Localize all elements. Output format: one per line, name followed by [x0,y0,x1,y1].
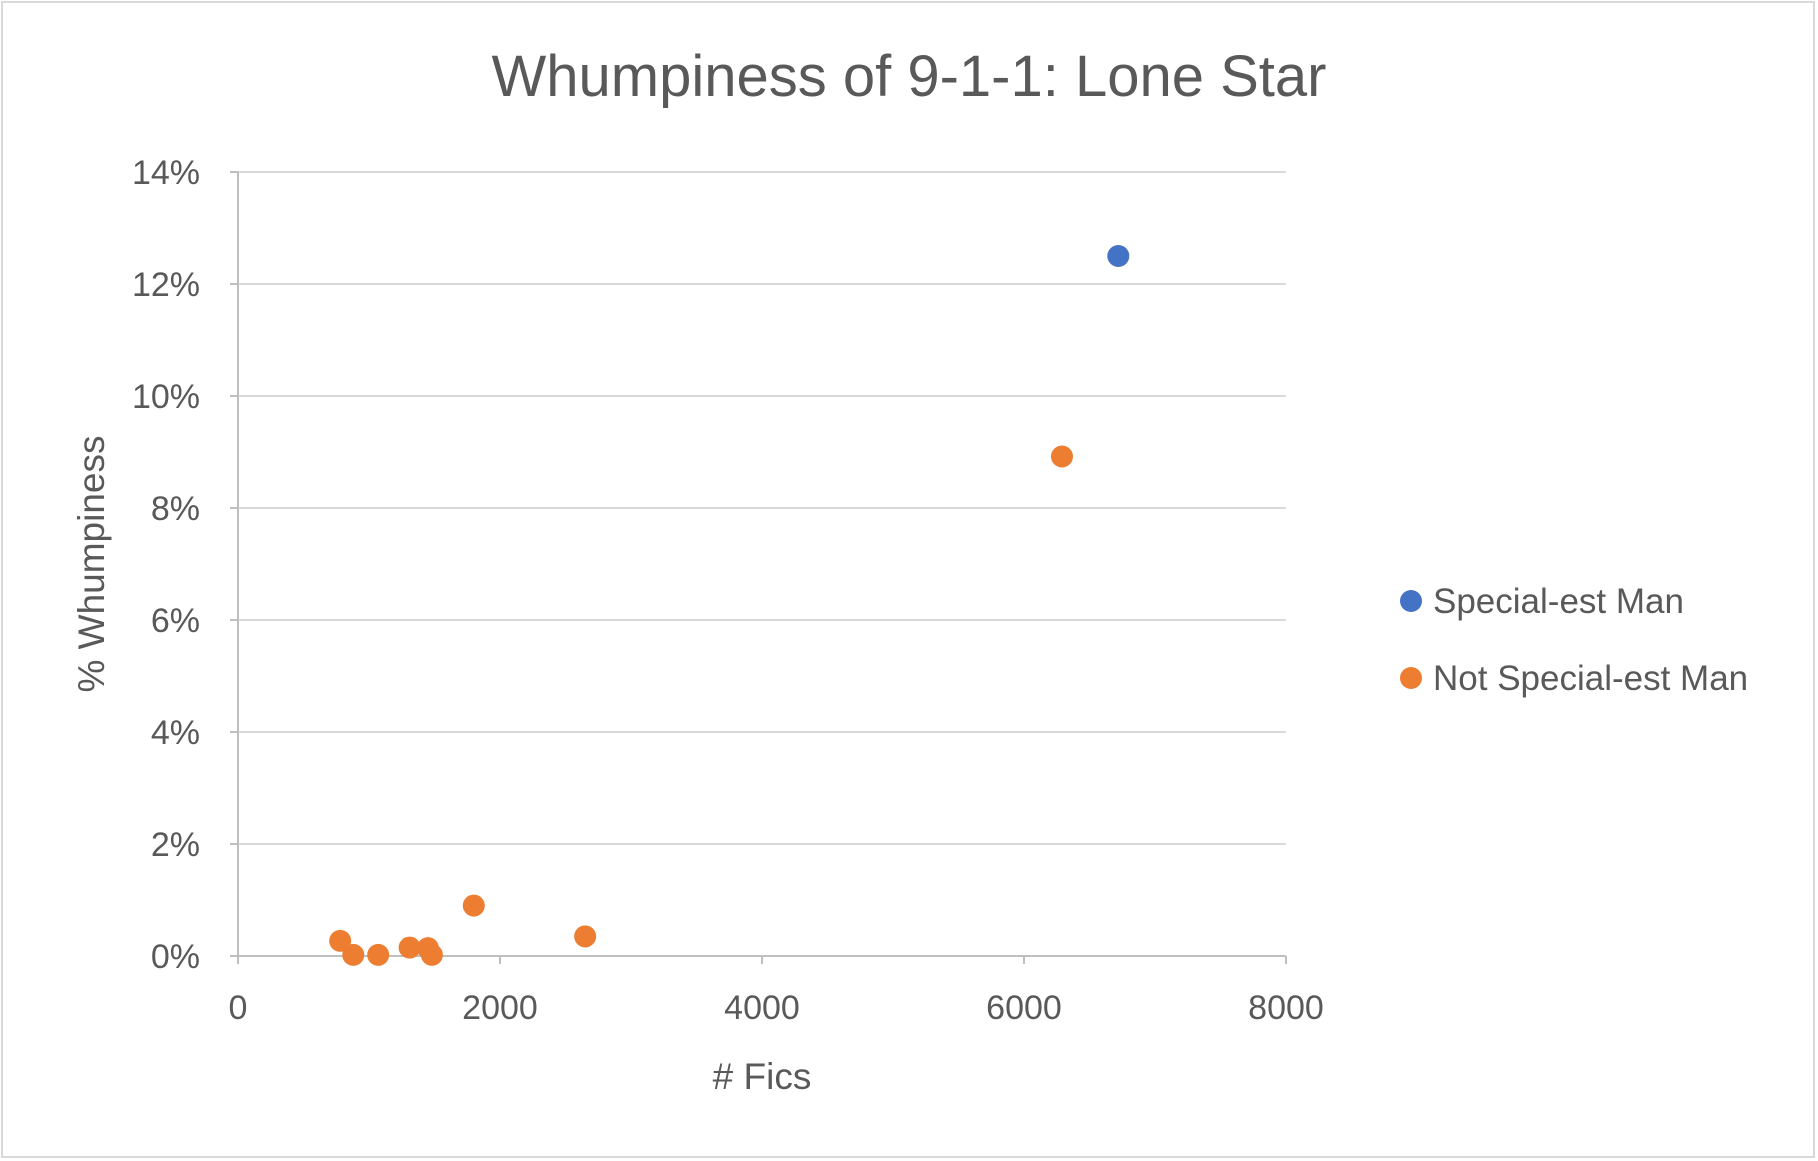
x-tick-label: 4000 [724,989,800,1027]
data-point-not-special-est-man [420,943,443,966]
x-axis-label: # Fics [713,1056,812,1097]
y-axis-label: % Whumpiness [71,435,112,692]
y-tick-label: 0% [151,938,200,976]
x-tick-label: 2000 [462,989,538,1027]
data-point-not-special-est-man [329,929,352,952]
axes [230,171,1287,964]
data-point-not-special-est-man [398,936,421,959]
x-tick-labels: 0 2000 4000 6000 8000 [229,989,1324,1027]
data-point-not-special-est-man [462,894,485,917]
data-point-not-special-est-man [1050,445,1073,468]
y-tick-label: 6% [151,602,200,640]
legend-label: Not Special-est Man [1433,659,1748,698]
y-tick-label: 12% [132,266,200,304]
y-tick-labels: 0% 2% 4% 6% 8% 10% 12% 14% [132,154,200,976]
gridlines [238,171,1286,845]
legend-marker [1400,590,1422,612]
legend: Special-est Man Not Special-est Man [1400,582,1748,698]
y-tick-label: 8% [151,490,200,528]
x-tick-label: 6000 [986,989,1062,1027]
y-tick-label: 10% [132,378,200,416]
data-points [329,245,1130,966]
chart-title: Whumpiness of 9-1-1: Lone Star [492,44,1327,109]
legend-marker [1400,667,1422,689]
x-tick-label: 0 [229,989,248,1027]
legend-label: Special-est Man [1433,582,1684,621]
data-point-not-special-est-man [342,943,365,966]
y-tick-label: 4% [151,714,200,752]
y-tick-label: 2% [151,826,200,864]
data-point-special-est-man [1107,245,1130,267]
x-tick-label: 8000 [1248,989,1324,1027]
data-point-not-special-est-man [574,925,597,948]
y-tick-label: 14% [132,154,200,192]
data-point-not-special-est-man [367,943,390,966]
